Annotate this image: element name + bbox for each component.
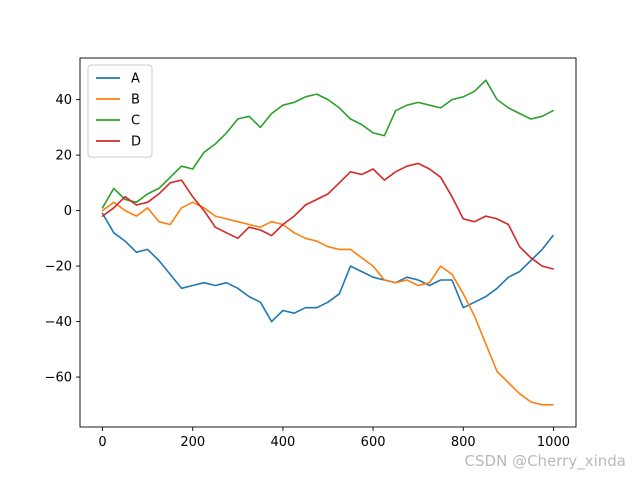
y-tick-label: 20 [55, 149, 72, 164]
legend-label-d: D [131, 135, 141, 150]
x-tick-label: 0 [98, 435, 106, 450]
series-line-a [101, 212, 554, 323]
watermark-text: CSDN @Cherry_xinda [464, 452, 626, 470]
series-layer [101, 79, 554, 406]
y-tick-label: 40 [55, 93, 72, 108]
y-tick-label: −40 [45, 315, 72, 330]
legend-label-a: A [131, 72, 140, 87]
x-tick-label: 1000 [537, 435, 570, 450]
axes-frame [79, 57, 577, 428]
x-tick-label: 600 [361, 435, 386, 450]
series-line-c [101, 79, 554, 209]
x-tick-label: 800 [451, 435, 476, 450]
legend-label-b: B [131, 93, 140, 108]
legend-label-c: C [131, 114, 140, 129]
x-tick-label: 200 [180, 435, 205, 450]
series-line-b [101, 201, 554, 406]
y-tick-label: −20 [45, 260, 72, 275]
y-tick-label: −60 [45, 371, 72, 386]
series-line-d [101, 162, 554, 270]
x-axis: 0 200 400 600 800 1000 [98, 427, 570, 450]
y-tick-label: 0 [64, 204, 72, 219]
legend-box [87, 64, 153, 158]
y-axis: −60 −40 −20 0 20 40 [45, 93, 80, 386]
x-tick-label: 400 [270, 435, 295, 450]
